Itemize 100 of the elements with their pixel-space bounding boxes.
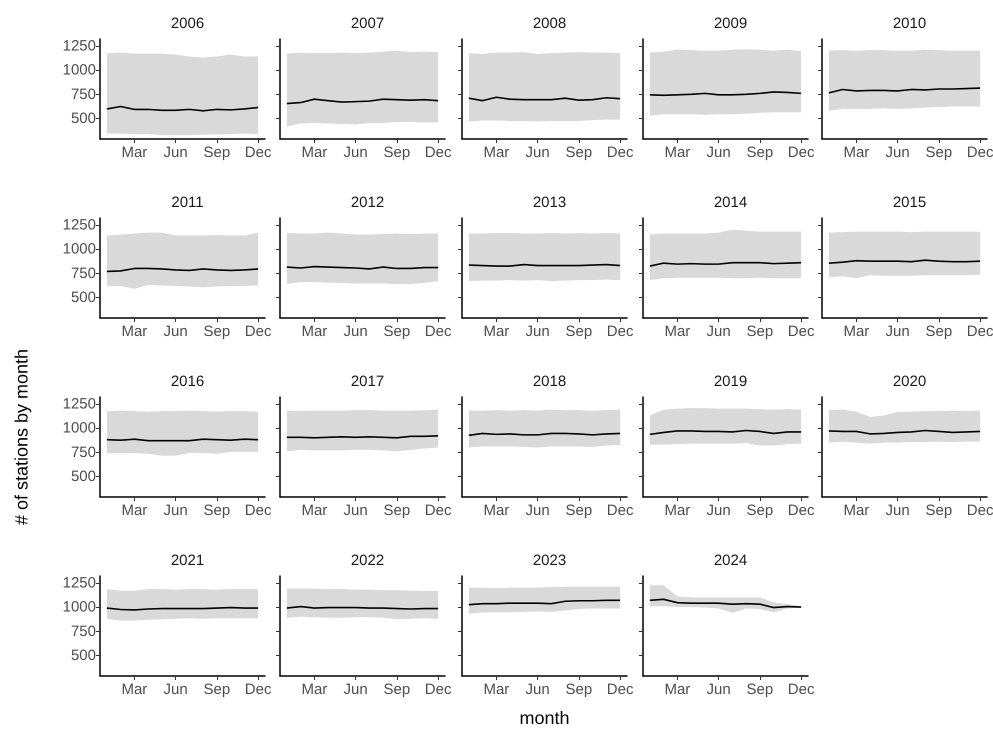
x-tick-label: Dec bbox=[788, 144, 815, 161]
chart-title: 2018 bbox=[532, 373, 566, 390]
x-tick-label: Dec bbox=[606, 144, 634, 161]
chart-title: 2012 bbox=[350, 194, 384, 211]
x-tick-label: Mar bbox=[301, 144, 328, 161]
x-tick-label: Jun bbox=[706, 323, 731, 340]
x-tick-label: Jun bbox=[526, 502, 550, 519]
x-tick-label: Dec bbox=[424, 681, 452, 698]
chart-title: 2024 bbox=[714, 552, 748, 569]
x-tick-label: Mar bbox=[483, 502, 510, 519]
x-tick-label: Mar bbox=[664, 144, 690, 161]
chart-title: 2017 bbox=[350, 373, 384, 390]
x-tick-label: Dec bbox=[424, 323, 452, 340]
x-tick-label: Mar bbox=[301, 502, 328, 519]
x-tick-label: Jun bbox=[706, 681, 731, 698]
y-tick-label: 500 bbox=[70, 647, 96, 664]
x-tick-label: Sep bbox=[384, 144, 410, 161]
x-tick-label: Jun bbox=[164, 323, 188, 340]
y-tick-label: 750 bbox=[70, 264, 96, 282]
y-tick-label: 1000 bbox=[62, 62, 96, 79]
x-tick-label: Jun bbox=[886, 502, 910, 519]
y-tick-label: 750 bbox=[70, 86, 96, 103]
x-tick-label: Dec bbox=[424, 144, 452, 161]
x-tick-label: Mar bbox=[121, 681, 148, 698]
x-tick-label: Mar bbox=[483, 144, 510, 161]
x-tick-label: Sep bbox=[746, 681, 774, 698]
x-tick-label: Sep bbox=[566, 144, 592, 161]
chart-title: 2013 bbox=[532, 194, 566, 211]
y-tick-label: 1000 bbox=[62, 598, 96, 616]
chart-title: 2019 bbox=[714, 373, 748, 390]
x-tick-label: Dec bbox=[788, 323, 815, 340]
x-tick-label: Sep bbox=[566, 681, 592, 698]
y-tick-label: 500 bbox=[70, 468, 96, 486]
x-tick-label: Sep bbox=[926, 144, 952, 161]
x-tick-label: Sep bbox=[204, 502, 230, 519]
x-tick-label: Jun bbox=[706, 144, 731, 161]
x-tick-label: Mar bbox=[664, 502, 690, 519]
chart-title: 2009 bbox=[714, 15, 748, 32]
x-tick-label: Sep bbox=[204, 681, 230, 698]
x-tick-label: Dec bbox=[606, 681, 634, 698]
y-tick-label: 500 bbox=[70, 289, 96, 306]
x-tick-label: Dec bbox=[788, 681, 815, 698]
x-tick-label: Sep bbox=[746, 323, 774, 340]
x-tick-label: Dec bbox=[244, 323, 272, 340]
y-tick-label: 750 bbox=[70, 622, 96, 640]
x-tick-label: Dec bbox=[966, 323, 993, 340]
chart-title: 2011 bbox=[171, 194, 204, 211]
x-tick-label: Mar bbox=[483, 323, 510, 340]
x-tick-label: Jun bbox=[526, 681, 550, 698]
y-tick-label: 1000 bbox=[62, 420, 96, 437]
x-tick-label: Sep bbox=[566, 502, 592, 519]
y-tick-label: 750 bbox=[70, 444, 96, 461]
chart-title: 2020 bbox=[892, 373, 926, 390]
chart-title: 2006 bbox=[170, 15, 204, 32]
x-tick-label: Sep bbox=[746, 144, 774, 161]
x-tick-label: Sep bbox=[384, 323, 410, 340]
y-tick-label: 1250 bbox=[62, 37, 96, 54]
x-tick-label: Mar bbox=[843, 502, 870, 519]
y-tick-label: 1250 bbox=[62, 574, 96, 592]
chart-title: 2007 bbox=[350, 15, 384, 32]
x-tick-label: Mar bbox=[843, 144, 870, 161]
x-tick-label: Mar bbox=[843, 323, 870, 340]
x-tick-label: Dec bbox=[244, 681, 272, 698]
x-tick-label: Mar bbox=[301, 681, 328, 698]
chart-title: 2016 bbox=[170, 373, 204, 390]
x-tick-label: Jun bbox=[526, 323, 550, 340]
x-tick-label: Mar bbox=[121, 323, 148, 340]
x-tick-label: Sep bbox=[204, 323, 230, 340]
y-tick-label: 1250 bbox=[62, 216, 96, 234]
x-tick-label: Dec bbox=[244, 502, 272, 519]
x-tick-label: Dec bbox=[606, 323, 634, 340]
x-tick-label: Mar bbox=[121, 502, 148, 519]
y-axis-title: # of stations by month bbox=[12, 348, 32, 526]
x-tick-label: Sep bbox=[384, 681, 410, 698]
chart-title: 2021 bbox=[170, 552, 204, 569]
x-tick-label: Jun bbox=[344, 144, 368, 161]
chart-title: 2022 bbox=[350, 552, 384, 569]
y-tick-label: 500 bbox=[70, 110, 96, 128]
x-tick-label: Dec bbox=[606, 502, 634, 519]
x-tick-label: Jun bbox=[344, 502, 368, 519]
x-tick-label: Mar bbox=[301, 323, 328, 340]
x-tick-label: Sep bbox=[926, 502, 952, 519]
x-tick-label: Mar bbox=[664, 323, 690, 340]
x-tick-label: Jun bbox=[526, 144, 550, 161]
x-tick-label: Jun bbox=[344, 681, 368, 698]
x-tick-label: Sep bbox=[926, 323, 952, 340]
x-axis-title: month bbox=[519, 708, 570, 729]
x-tick-label: Dec bbox=[788, 502, 815, 519]
x-tick-label: Jun bbox=[886, 323, 910, 340]
chart-title: 2023 bbox=[532, 552, 566, 569]
x-tick-label: Sep bbox=[384, 502, 410, 519]
x-tick-label: Sep bbox=[566, 323, 592, 340]
x-tick-label: Jun bbox=[164, 144, 188, 161]
y-tick-label: 1000 bbox=[62, 240, 96, 258]
x-tick-label: Dec bbox=[244, 144, 272, 161]
x-tick-label: Sep bbox=[204, 144, 230, 161]
x-tick-label: Mar bbox=[121, 144, 148, 161]
chart-title: 2008 bbox=[532, 15, 566, 32]
chart-title: 2015 bbox=[892, 194, 926, 211]
x-tick-label: Dec bbox=[966, 502, 993, 519]
